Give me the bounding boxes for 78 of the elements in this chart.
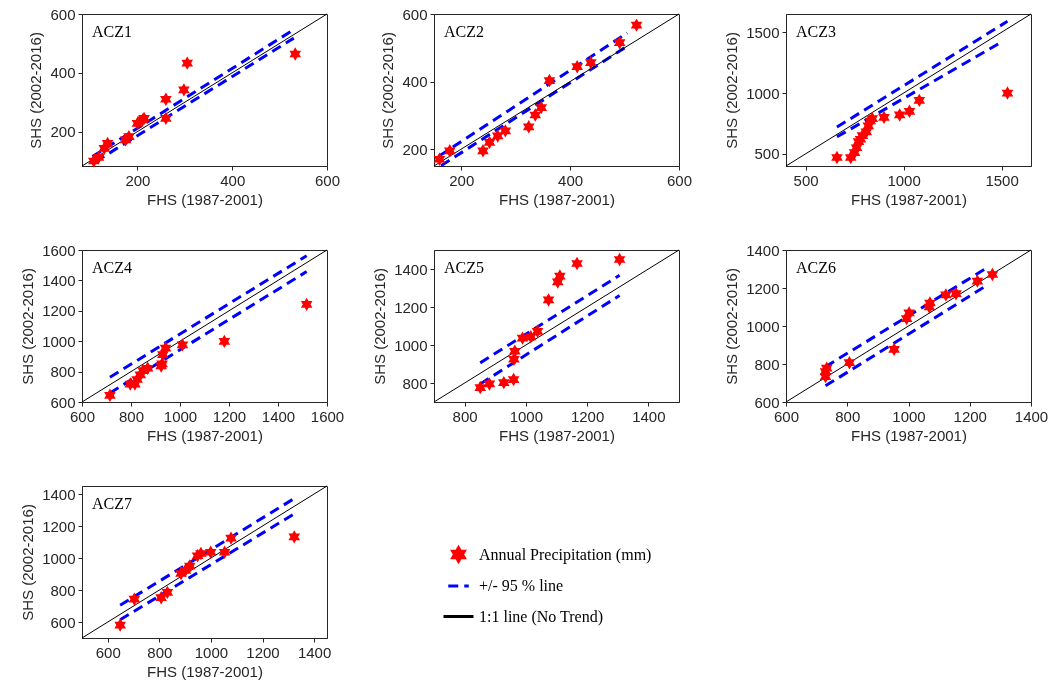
- x-tick-label: 1200: [570, 407, 605, 425]
- legend-label: Annual Precipitation (mm): [479, 545, 652, 564]
- x-tick-label: 600: [666, 171, 693, 189]
- y-tick-label: 800: [50, 363, 76, 381]
- y-tick-label: 200: [402, 140, 428, 158]
- y-tick-label: 1000: [42, 332, 76, 350]
- y-axis-title: SHS (2002-2016): [371, 268, 389, 385]
- y-tick-label: 1400: [746, 241, 780, 259]
- y-tick-label: 400: [50, 64, 76, 82]
- x-tick-label: 400: [220, 171, 246, 189]
- y-tick-label: 800: [50, 581, 76, 599]
- x-axis-title: FHS (1987-2001): [147, 662, 263, 680]
- x-tick-label: 800: [147, 643, 173, 661]
- y-tick-label: 800: [754, 355, 780, 373]
- y-tick-label: 1000: [42, 549, 76, 567]
- y-tick-label: 1200: [746, 279, 780, 297]
- x-axis-title: FHS (1987-2001): [499, 426, 615, 444]
- x-tick-label: 1200: [246, 643, 280, 661]
- x-tick-label: 800: [452, 407, 478, 425]
- x-axis-title: FHS (1987-2001): [851, 426, 967, 444]
- text: ACZ2: [444, 23, 484, 40]
- x-tick-label: 1000: [194, 643, 229, 661]
- x-axis-title: FHS (1987-2001): [147, 190, 263, 208]
- y-tick-label: 1000: [746, 84, 780, 102]
- x-tick-label: 200: [125, 171, 151, 189]
- y-axis-title: SHS (2002-2016): [27, 32, 45, 149]
- text: ACZ4: [92, 259, 132, 276]
- x-tick-label: 1400: [632, 407, 666, 425]
- x-tick-label: 1000: [163, 407, 198, 425]
- x-tick-label: 1400: [1014, 407, 1049, 425]
- x-tick-label: 1200: [953, 407, 987, 425]
- legend-label: 1:1 line (No Trend): [479, 607, 603, 626]
- y-tick-label: 200: [50, 123, 76, 141]
- text: ACZ1: [92, 23, 132, 40]
- x-axis-title: FHS (1987-2001): [851, 190, 967, 208]
- text: ACZ3: [796, 23, 836, 40]
- y-axis-title: SHS (2002-2016): [723, 268, 741, 385]
- x-tick-label: 1200: [212, 407, 247, 425]
- y-axis-title: SHS (2002-2016): [379, 32, 397, 149]
- x-tick-label: 600: [314, 171, 341, 189]
- y-axis-title: SHS (2002-2016): [19, 268, 37, 385]
- x-axis-title: FHS (1987-2001): [499, 190, 615, 208]
- y-tick-label: 1600: [42, 241, 76, 259]
- y-tick-label: 1200: [42, 517, 76, 535]
- legend-label: +/- 95 % line: [479, 577, 564, 594]
- x-tick-label: 1000: [887, 171, 921, 189]
- y-axis-title: SHS (2002-2016): [19, 504, 37, 621]
- text: ACZ5: [444, 259, 484, 276]
- x-tick-label: 800: [835, 407, 861, 425]
- y-tick-label: 400: [402, 73, 428, 91]
- x-tick-label: 600: [95, 643, 121, 661]
- y-tick-label: 600: [50, 613, 76, 631]
- y-tick-label: 600: [50, 5, 76, 23]
- y-tick-label: 1200: [42, 302, 76, 320]
- y-tick-label: 600: [402, 5, 428, 23]
- x-tick-label: 800: [118, 407, 145, 425]
- x-tick-label: 1400: [297, 643, 332, 661]
- y-tick-label: 500: [754, 145, 780, 163]
- x-tick-label: 1000: [509, 407, 544, 425]
- text: ACZ6: [796, 259, 836, 276]
- text: ACZ7: [92, 495, 132, 512]
- y-axis-title: SHS (2002-2016): [723, 32, 741, 149]
- y-tick-label: 1500: [746, 23, 780, 41]
- y-tick-label: 1400: [42, 485, 76, 503]
- x-tick-label: 1500: [985, 171, 1019, 189]
- y-tick-label: 1000: [394, 336, 428, 354]
- x-axis-title: FHS (1987-2001): [147, 426, 263, 444]
- x-tick-label: 200: [449, 171, 475, 189]
- y-tick-label: 1400: [394, 260, 428, 278]
- x-tick-label: 500: [793, 171, 819, 189]
- x-tick-label: 1400: [261, 407, 296, 425]
- y-tick-label: 1200: [394, 298, 428, 316]
- x-tick-label: 400: [558, 171, 584, 189]
- x-tick-label: 1000: [892, 407, 926, 425]
- x-tick-label: 1600: [310, 407, 345, 425]
- y-tick-label: 1400: [42, 271, 76, 289]
- y-tick-label: 800: [402, 374, 428, 392]
- y-tick-label: 1000: [746, 317, 780, 335]
